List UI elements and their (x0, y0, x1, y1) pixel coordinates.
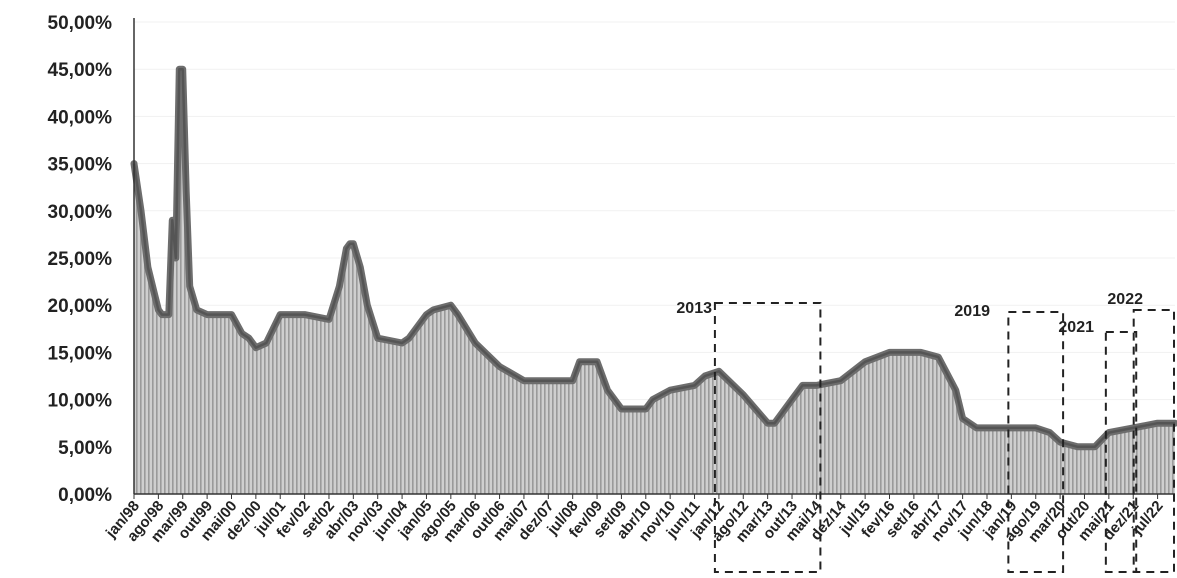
x-axis-ticks: jan/98ago/98mar/99out/99mai/00dez/00jul/… (102, 494, 1167, 546)
y-axis-ticks: 0,00% 5,00% 10,00% 15,00% 20,00% 25,00% 30,00%… (48, 13, 113, 506)
period-box (1007, 311, 1065, 573)
y-tick-label: 25,00% (48, 249, 113, 270)
period-box (713, 302, 822, 573)
y-tick-label: 45,00% (48, 60, 113, 81)
y-tick-label: 20,00% (48, 296, 113, 317)
y-tick-label: 15,00% (48, 343, 113, 364)
series-line-core (132, 67, 1175, 449)
y-tick-label: 30,00% (48, 202, 113, 223)
period-annotations: 2013 2019 2021 2022 (676, 291, 1176, 573)
series-area (134, 69, 1175, 494)
period-box (1132, 309, 1176, 573)
period-label: 2013 (676, 300, 712, 317)
period-label: 2021 (1058, 319, 1094, 336)
plot-area (130, 18, 1177, 495)
y-tick-label: 35,00% (48, 155, 113, 176)
y-tick-label: 10,00% (48, 391, 113, 412)
y-tick-label: 0,00% (58, 485, 112, 506)
y-tick-label: 5,00% (58, 438, 112, 459)
period-label: 2019 (954, 303, 990, 320)
period-box (1104, 331, 1138, 573)
period-label: 2022 (1107, 291, 1143, 308)
y-tick-label: 50,00% (48, 13, 113, 34)
y-tick-label: 40,00% (48, 107, 113, 128)
